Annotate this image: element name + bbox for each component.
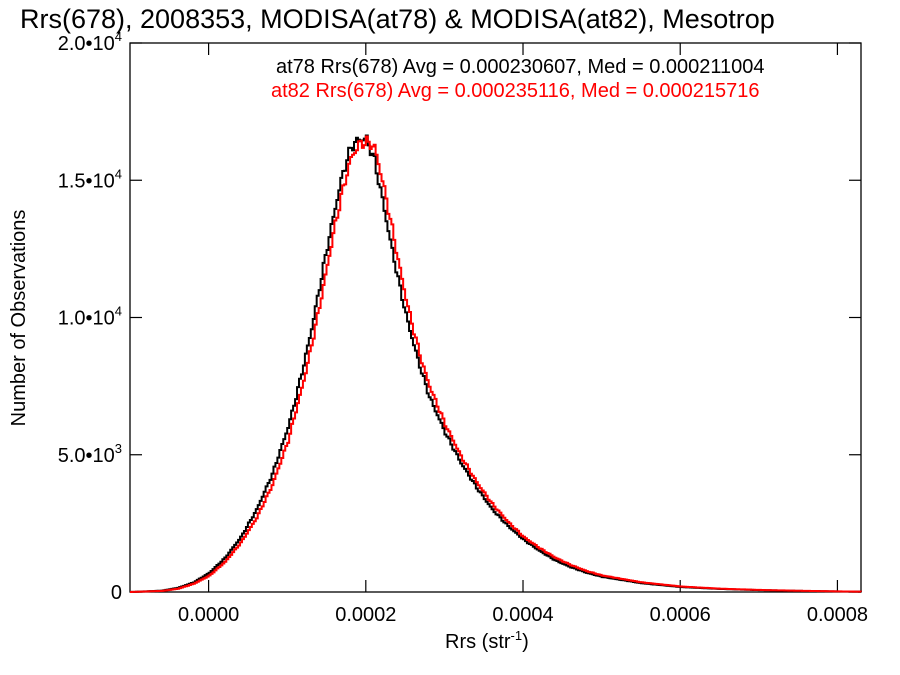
y-tick-exponent: 4: [115, 29, 122, 44]
annotation-at78: at78 Rrs(678) Avg = 0.000230607, Med = 0…: [276, 56, 765, 78]
x-tick-label: 0.0000: [178, 604, 239, 626]
x-tick-label: 0.0008: [807, 604, 868, 626]
x-axis-label: Rrs (str-1): [445, 628, 529, 653]
y-axis-label: Number of Observations: [8, 210, 30, 427]
y-tick-label: 2.0•104: [58, 29, 122, 55]
x-tick-label: 0.0006: [650, 604, 711, 626]
annotation-at82: at82 Rrs(678) Avg = 0.000235116, Med = 0…: [271, 80, 760, 102]
y-tick-exponent: 4: [115, 304, 122, 319]
y-tick-label: 1.0•104: [58, 304, 122, 330]
histogram-series-1: [130, 135, 862, 593]
x-tick-label: 0.0004: [492, 604, 553, 626]
histogram-series-0: [130, 134, 862, 593]
y-tick-mantissa: 5.0•10: [58, 445, 115, 467]
y-tick-label: 1.5•104: [58, 166, 122, 192]
y-tick-label: 0: [111, 582, 122, 604]
series-layer: [130, 134, 862, 593]
y-tick-exponent: 3: [115, 441, 122, 456]
chart-title: Rrs(678), 2008353, MODISA(at78) & MODISA…: [20, 4, 775, 34]
y-tick-label: 5.0•103: [58, 441, 122, 467]
x-axis-label-main: Rrs (str: [445, 631, 511, 653]
x-tick-label: 0.0002: [335, 604, 396, 626]
y-tick-mantissa: 2.0•10: [58, 33, 115, 55]
y-tick-mantissa: 1.5•10: [58, 170, 115, 192]
x-axis-label-close: ): [522, 631, 529, 653]
x-axis-label-sup: -1: [511, 628, 523, 643]
y-tick-mantissa: 0: [111, 582, 122, 604]
y-tick-exponent: 4: [115, 166, 122, 181]
y-tick-mantissa: 1.0•10: [58, 308, 115, 330]
